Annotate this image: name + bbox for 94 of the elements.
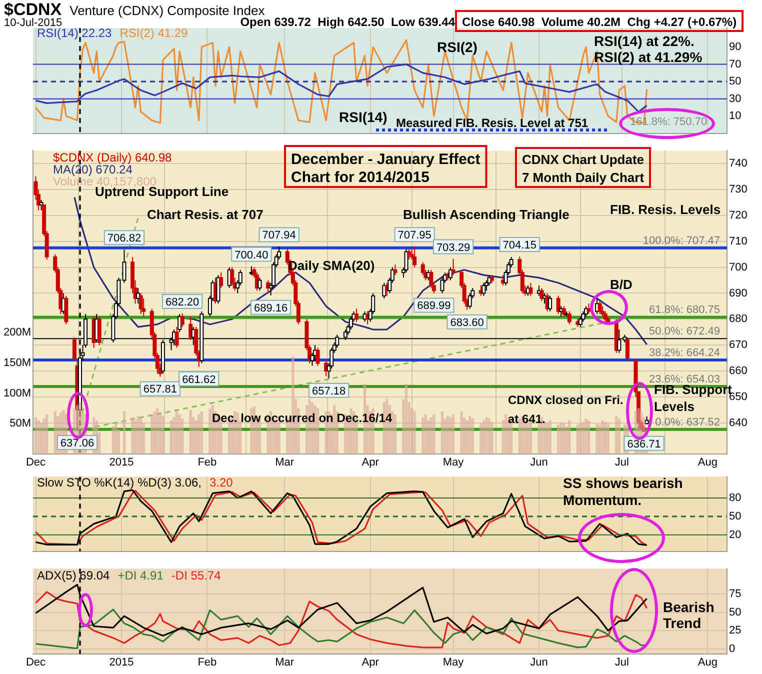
annotation: 636.71 — [627, 438, 661, 450]
y-tick-label: 690 — [729, 287, 748, 300]
y2-tick-label: 200M — [3, 326, 31, 339]
x-tick-label: May — [442, 456, 464, 469]
y-tick-label: 50 — [729, 510, 742, 522]
annotation: 637.06 — [60, 438, 94, 450]
annotation: B/D — [610, 277, 632, 292]
y-tick-label: 650 — [729, 390, 748, 403]
y-tick-label: 700 — [729, 261, 748, 274]
series-label: $CDNX (Daily) 640.98 — [53, 150, 172, 165]
x-tick-label: Dec — [26, 656, 46, 669]
y-tick-label: 740 — [729, 158, 748, 170]
annotation: Dec. low occurred on Dec.16/14 — [212, 411, 392, 425]
annotation: Measured FIB. Resis. Level at 751 — [396, 116, 588, 130]
y2-tick-label: 150M — [3, 357, 31, 370]
x-tick-label: Jul — [614, 656, 629, 669]
x-tick-label: Apr — [362, 456, 380, 469]
y-tick-label: 710 — [729, 235, 748, 248]
annotation: 161.8%: 750.70 — [630, 116, 708, 128]
y-tick-label: 50 — [729, 606, 742, 618]
y-tick-label: 20 — [729, 528, 742, 541]
y-tick-label: 70 — [729, 58, 742, 70]
y2-tick-label: 100M — [3, 387, 31, 400]
text: +DI 4.91 — [118, 568, 164, 583]
annotation: 707.95 — [398, 230, 432, 242]
x-tick-label: 2015 — [109, 456, 134, 469]
y-tick-label: 10 — [729, 110, 742, 122]
annotation: 661.62 — [182, 374, 216, 386]
annotation: 703.29 — [436, 242, 470, 254]
x-tick-label: Feb — [198, 456, 217, 469]
annotation: FIB. Resis. Levels — [610, 202, 721, 217]
x-tick-label: Aug — [698, 456, 718, 469]
x-tick-label: Mar — [275, 456, 294, 469]
series-label: Slow STO %K(14) %D(3) 3.06, — [37, 476, 202, 490]
annotation: RSI(2) — [437, 39, 478, 55]
y-tick-label: 90 — [729, 41, 742, 54]
series-label: ADX(5) 69.04 — [37, 568, 110, 583]
annotation: 707.94 — [262, 230, 296, 242]
annotation: 704.15 — [502, 240, 536, 252]
y-tick-label: 720 — [729, 209, 748, 222]
x-tick-label: Mar — [275, 656, 294, 669]
annotation: 657.81 — [143, 384, 178, 396]
text: -DI 55.74 — [171, 568, 222, 583]
annotation: 706.82 — [107, 232, 142, 245]
y-tick-label: 50 — [729, 76, 742, 88]
y-tick-label: 680 — [729, 313, 748, 326]
x-tick-label: Jul — [614, 456, 629, 469]
annotation: Chart Resis. at 707 — [147, 207, 264, 222]
ref-line-label: 38.2%: 664.24 — [649, 347, 720, 360]
ref-line-label: 100.0%: 707.47 — [642, 234, 720, 247]
y-tick-label: 75 — [729, 588, 742, 600]
text: RSI(14) 22.23 — [37, 26, 112, 40]
x-tick-label: Aug — [698, 656, 718, 669]
ref-line-label: 23.6%: 654.03 — [649, 374, 720, 386]
annotation: RSI(14) — [339, 109, 388, 125]
x-tick-label: Jun — [530, 456, 548, 469]
ref-line-label: 0.0%: 637.52 — [655, 416, 720, 428]
y2-tick-label: 50M — [10, 418, 31, 430]
y-tick-label: 670 — [729, 339, 748, 352]
annotation: 682.20 — [165, 296, 200, 308]
x-tick-label: Feb — [198, 656, 217, 669]
annotation: CDNX Chart Update 7 Month Daily Chart — [522, 152, 645, 185]
annotation: December - January Effect Chart for 2014/2015 — [291, 151, 480, 186]
annotation: Close 640.98 Volume 40.2M Chg +4.27 (+0.67%) — [462, 15, 737, 29]
annotation: Open 639.72 High 642.50 Low 639.44 — [240, 15, 456, 29]
x-tick-label: Dec — [26, 456, 46, 469]
annotation: 10-Jul-2015 — [4, 17, 62, 29]
annotation: RSI(14) at 22%. — [594, 33, 694, 49]
annotation: 657.18 — [312, 385, 346, 398]
text: MA(20) 670.24 — [53, 162, 133, 177]
y-tick-label: 660 — [729, 365, 748, 378]
ref-line-label: 50.0%: 672.49 — [649, 326, 720, 338]
x-tick-label: May — [442, 656, 464, 669]
series-label: RSI(2) 41.29 — [120, 26, 188, 40]
annotation: 683.60 — [450, 316, 484, 329]
y-tick-label: 640 — [729, 416, 748, 429]
annotation: Bearish Trend — [663, 599, 714, 631]
annotation: Bullish Ascending Triangle — [403, 207, 570, 222]
chart-subtitle: Venture (CDNX) Composite Index — [70, 3, 266, 18]
y-tick-label: 80 — [729, 492, 742, 504]
y-tick-label: 0 — [729, 642, 736, 655]
annotation: 700.40 — [234, 249, 268, 262]
annotation: 689.99 — [417, 300, 451, 312]
series-label: 3.20 — [210, 476, 234, 490]
x-tick-label: Apr — [362, 656, 380, 669]
y-tick-label: 730 — [729, 184, 748, 196]
x-tick-label: 2015 — [109, 656, 134, 669]
annotation: CDNX closed on Fri. at 641. — [508, 393, 624, 426]
y-tick-label: 25 — [729, 624, 742, 637]
chart-title: $CDNX — [4, 0, 62, 19]
x-tick-label: Jun — [530, 656, 548, 669]
ref-line-label: 61.8%: 680.75 — [649, 304, 720, 316]
y-tick-label: 30 — [729, 92, 742, 105]
annotation: 689.16 — [254, 302, 288, 314]
